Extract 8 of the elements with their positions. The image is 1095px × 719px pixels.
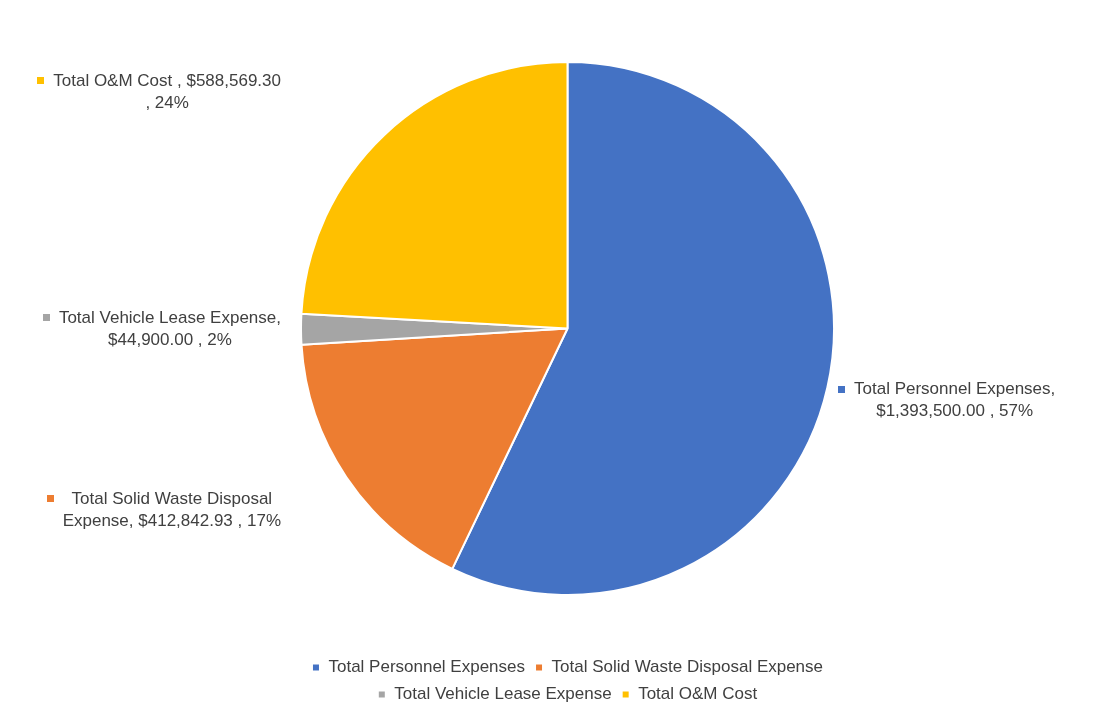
legend-label: Total Personnel Expenses (328, 657, 526, 677)
data-label: Total Solid Waste Disposal Expense, $412,842.93 , 17% (62, 488, 281, 530)
data-label: Total Personnel Expenses, $1,393,500.00 , 57% (853, 379, 1056, 421)
data-label: Total O&M Cost , $588,569.30 , 24% (53, 71, 281, 113)
data-label: Total Vehicle Lease Expense, $44,900.00 , 2% (58, 308, 282, 350)
legend-label: Total O&M Cost (638, 684, 758, 704)
legend-label: Total Vehicle Lease Expense (394, 684, 612, 704)
legend-label: Total Solid Waste Disposal Expense (551, 657, 824, 677)
